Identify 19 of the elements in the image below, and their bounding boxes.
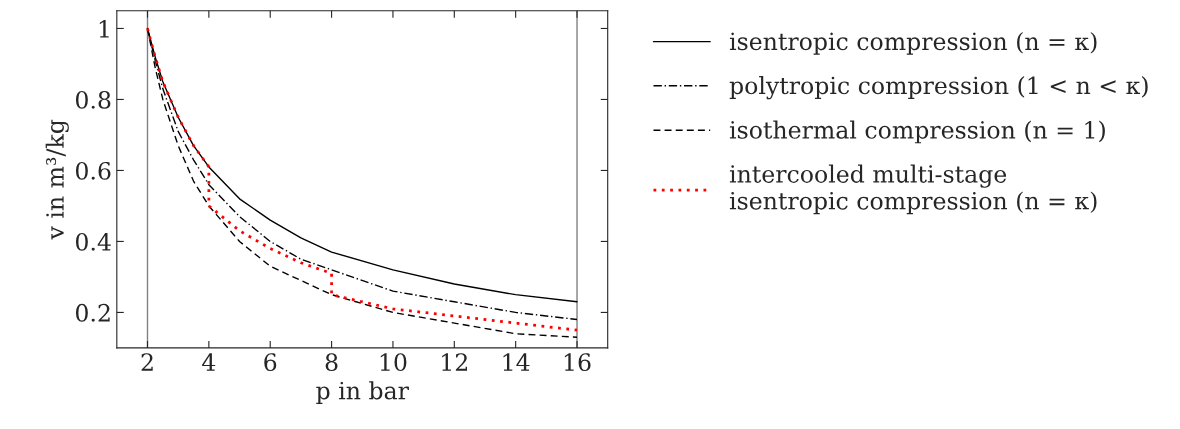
- x-axis-title: p in bar: [316, 381, 409, 405]
- x-tick-label: 14: [503, 353, 530, 371]
- x-tick-label: 8: [325, 353, 338, 372]
- legend-label: intercooled multi-stage isentropic compression (n = κ): [729, 164, 1097, 215]
- x-tick-label: 4: [202, 353, 216, 371]
- x-tick-label: 2: [141, 353, 153, 371]
- x-tick-label: 6: [264, 353, 277, 372]
- y-tick-label: 0.6: [75, 161, 111, 180]
- x-tick-label: 10: [380, 353, 407, 372]
- x-tick-label: 12: [442, 353, 468, 371]
- y-tick-label: 1: [99, 19, 109, 38]
- legend-label: polytropic compression (1 < n < κ): [729, 76, 1148, 100]
- y-tick-label: 0.4: [75, 232, 111, 251]
- y-axis-title: v in m³/kg: [45, 119, 69, 240]
- legend-label: isothermal compression (n = 1): [729, 120, 1105, 144]
- legend-label: isentropic compression (n = κ): [729, 31, 1097, 55]
- x-tick-label: 16: [564, 353, 591, 372]
- y-tick-label: 0.8: [75, 90, 111, 109]
- y-tick-label: 0.2: [75, 303, 110, 322]
